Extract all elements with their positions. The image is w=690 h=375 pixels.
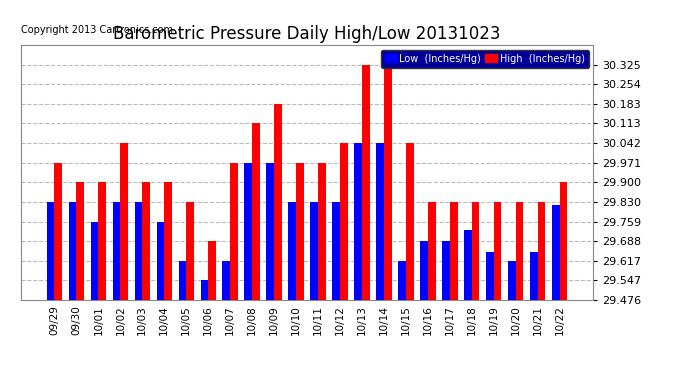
Bar	[486, 252, 494, 300]
Title: Barometric Pressure Daily High/Low 20131023: Barometric Pressure Daily High/Low 20131…	[113, 26, 501, 44]
Bar	[90, 222, 99, 300]
Bar	[494, 202, 502, 300]
Bar	[47, 202, 55, 300]
Bar	[340, 143, 348, 300]
Bar	[406, 143, 413, 300]
Bar	[135, 202, 142, 300]
Bar	[164, 183, 172, 300]
Bar	[179, 261, 186, 300]
Bar	[515, 202, 524, 300]
Bar	[428, 202, 435, 300]
Bar	[112, 202, 120, 300]
Bar	[69, 202, 77, 300]
Bar	[142, 183, 150, 300]
Bar	[384, 64, 392, 300]
Legend: Low  (Inches/Hg), High  (Inches/Hg): Low (Inches/Hg), High (Inches/Hg)	[381, 50, 589, 68]
Bar	[420, 241, 428, 300]
Bar	[99, 183, 106, 300]
Bar	[288, 202, 296, 300]
Bar	[318, 163, 326, 300]
Bar	[186, 202, 194, 300]
Bar	[450, 202, 457, 300]
Bar	[266, 163, 274, 300]
Bar	[560, 183, 567, 300]
Bar	[274, 104, 282, 300]
Bar	[354, 143, 362, 300]
Bar	[362, 64, 370, 300]
Bar	[120, 143, 128, 300]
Bar	[376, 143, 384, 300]
Bar	[310, 202, 318, 300]
Bar	[538, 202, 545, 300]
Bar	[333, 202, 340, 300]
Bar	[508, 261, 515, 300]
Bar	[398, 261, 406, 300]
Bar	[55, 163, 62, 300]
Bar	[472, 202, 480, 300]
Bar	[552, 205, 560, 300]
Bar	[230, 163, 238, 300]
Bar	[77, 183, 84, 300]
Bar	[201, 280, 208, 300]
Bar	[222, 261, 230, 300]
Bar	[157, 222, 164, 300]
Bar	[296, 163, 304, 300]
Bar	[252, 123, 260, 300]
Bar	[464, 230, 472, 300]
Bar	[208, 241, 216, 300]
Bar	[244, 163, 252, 300]
Bar	[442, 241, 450, 300]
Bar	[530, 252, 538, 300]
Text: Copyright 2013 Cartronics.com: Copyright 2013 Cartronics.com	[21, 25, 172, 35]
